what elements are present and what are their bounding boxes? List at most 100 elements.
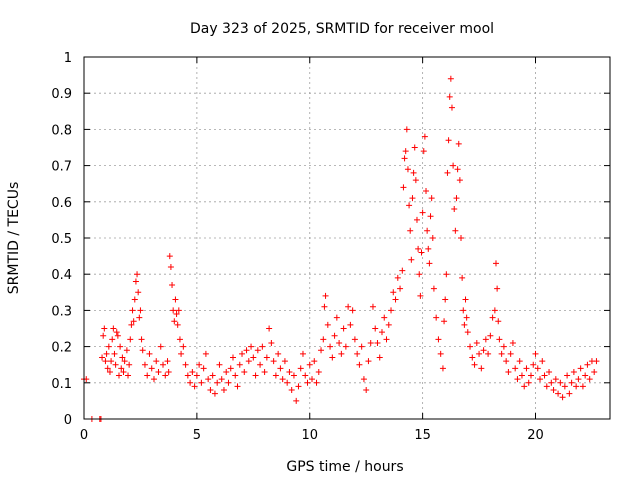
data-point <box>139 347 146 354</box>
data-point <box>469 354 476 361</box>
data-point <box>423 187 430 194</box>
data-point <box>416 271 423 278</box>
data-point <box>478 365 485 372</box>
data-point <box>409 195 416 202</box>
y-tick-label: 0.3 <box>51 304 72 319</box>
data-point <box>482 336 489 343</box>
data-point <box>442 296 449 303</box>
data-point <box>196 361 203 368</box>
data-point <box>534 365 541 372</box>
data-point <box>214 379 221 386</box>
data-point <box>518 372 525 379</box>
data-point <box>448 104 455 111</box>
data-point <box>444 169 451 176</box>
data-point <box>530 361 537 368</box>
data-point <box>383 336 390 343</box>
data-point <box>579 383 586 390</box>
data-point <box>106 368 113 375</box>
data-point <box>411 144 418 151</box>
data-point <box>459 274 466 281</box>
data-point <box>198 379 205 386</box>
data-point <box>114 332 121 339</box>
data-point <box>117 343 124 350</box>
data-point <box>101 325 108 332</box>
data-point <box>134 271 141 278</box>
y-tick-label: 0.1 <box>51 377 72 392</box>
data-point <box>406 202 413 209</box>
data-point <box>108 358 115 365</box>
y-tick-label: 0 <box>64 413 72 428</box>
y-axis-label: SRMTID / TECUs <box>6 182 22 295</box>
data-point <box>378 329 385 336</box>
data-point <box>561 383 568 390</box>
data-point <box>180 343 187 350</box>
data-point <box>446 93 453 100</box>
data-point <box>113 329 120 336</box>
data-point <box>425 245 432 252</box>
x-axis-label: GPS time / hours <box>286 459 403 475</box>
data-point <box>427 213 434 220</box>
data-point <box>306 361 313 368</box>
data-point <box>439 365 446 372</box>
data-point <box>512 365 519 372</box>
data-point <box>187 379 194 386</box>
data-point <box>433 314 440 321</box>
data-point <box>505 368 512 375</box>
data-point <box>397 285 404 292</box>
data-point <box>430 285 437 292</box>
data-point <box>205 376 212 383</box>
data-point <box>119 354 126 361</box>
data-point <box>175 307 182 314</box>
data-point <box>169 282 176 289</box>
data-point <box>500 343 507 350</box>
data-point <box>546 368 553 375</box>
data-point <box>548 379 555 386</box>
data-point <box>318 347 325 354</box>
data-point <box>184 372 191 379</box>
data-point <box>358 343 365 350</box>
data-point <box>507 350 514 357</box>
data-point <box>172 296 179 303</box>
data-point <box>476 350 483 357</box>
data-point <box>146 350 153 357</box>
data-point <box>408 256 415 263</box>
data-point <box>102 358 109 365</box>
data-point <box>329 354 336 361</box>
data-point <box>456 177 463 184</box>
data-point <box>129 307 136 314</box>
data-point <box>593 358 600 365</box>
data-point <box>109 336 116 343</box>
y-tick-label: 0.9 <box>51 87 72 102</box>
data-point <box>426 260 433 267</box>
data-point <box>467 343 474 350</box>
data-point <box>503 358 510 365</box>
data-point <box>392 296 399 303</box>
x-tick-label: 15 <box>414 428 431 443</box>
data-point <box>297 365 304 372</box>
data-point <box>279 376 286 383</box>
data-point <box>229 354 236 361</box>
data-point <box>321 303 328 310</box>
data-point <box>557 379 564 386</box>
data-point <box>496 336 503 343</box>
data-point <box>340 325 347 332</box>
data-point <box>125 372 132 379</box>
data-point <box>537 376 544 383</box>
data-point <box>112 361 119 368</box>
data-point <box>394 274 401 281</box>
data-point <box>516 358 523 365</box>
data-point <box>313 379 320 386</box>
data-point <box>462 296 469 303</box>
data-point <box>532 350 539 357</box>
data-point <box>290 372 297 379</box>
data-point <box>527 372 534 379</box>
data-point <box>473 339 480 346</box>
data-point <box>327 343 334 350</box>
data-point <box>130 318 137 325</box>
data-point <box>494 285 501 292</box>
data-point <box>266 325 273 332</box>
data-point <box>385 321 392 328</box>
data-point <box>454 166 461 173</box>
data-point <box>155 368 162 375</box>
data-point <box>218 376 225 383</box>
